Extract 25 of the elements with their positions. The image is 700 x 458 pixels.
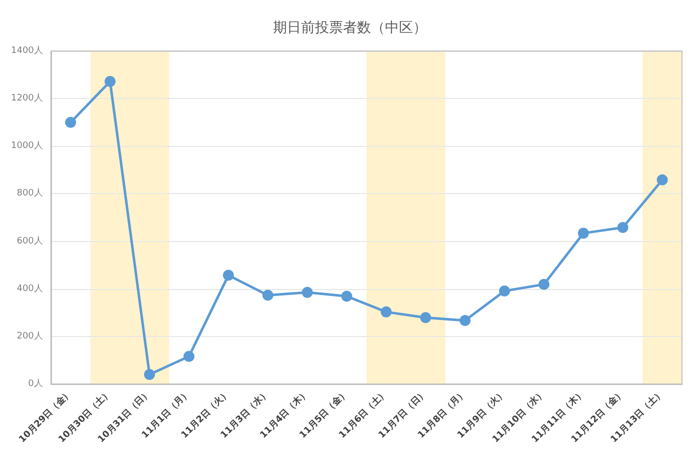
point bbox=[341, 290, 352, 302]
point bbox=[656, 174, 668, 186]
point bbox=[104, 76, 116, 87]
point bbox=[302, 286, 313, 298]
point bbox=[65, 116, 76, 128]
point bbox=[538, 278, 550, 290]
point bbox=[499, 286, 510, 296]
point bbox=[222, 270, 234, 281]
point bbox=[183, 350, 194, 362]
point bbox=[578, 228, 589, 239]
point bbox=[617, 222, 628, 233]
y-tick-label: 1400人 bbox=[11, 45, 43, 56]
y-tick-label: 0人 bbox=[28, 378, 43, 389]
y-tick-label: 600人 bbox=[16, 235, 43, 246]
point bbox=[380, 306, 392, 318]
point bbox=[262, 290, 274, 301]
point bbox=[420, 312, 432, 324]
point bbox=[460, 314, 471, 326]
y-tick-label: 1200人 bbox=[11, 92, 43, 104]
y-tick-label: 1000人 bbox=[11, 140, 43, 152]
point bbox=[144, 368, 156, 380]
y-tick-label: 800人 bbox=[16, 188, 43, 199]
chart-title: 期日前投票者数（中区） bbox=[273, 20, 427, 36]
y-tick-label: 200人 bbox=[16, 330, 43, 342]
y-tick-label: 400人 bbox=[16, 282, 43, 294]
